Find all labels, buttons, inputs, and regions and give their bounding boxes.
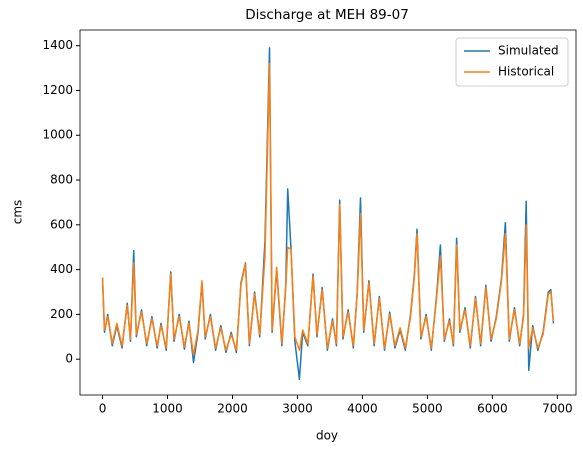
y-tick-label: 400: [50, 262, 73, 276]
x-tick-label: 4000: [347, 402, 378, 416]
line: [101, 47, 555, 381]
line: [101, 62, 555, 356]
legend-label: Historical: [498, 65, 554, 79]
x-tick-label: 1000: [152, 402, 183, 416]
y-tick-label: 1200: [42, 83, 73, 97]
y-tick-label: 1000: [42, 128, 73, 142]
y-tick-label: 200: [50, 307, 73, 321]
chart-title: Discharge at MEH 89-07: [245, 7, 409, 23]
x-tick-label: 6000: [477, 402, 508, 416]
y-tick-label: 600: [50, 217, 73, 231]
x-tick-label: 2000: [217, 402, 248, 416]
x-tick-label: 0: [99, 402, 107, 416]
y-tick-label: 1400: [42, 38, 73, 52]
x-tick-label: 3000: [282, 402, 313, 416]
y-axis-label: cms: [11, 200, 25, 225]
plot-frame: [79, 29, 577, 396]
x-tick-label: 7000: [542, 402, 573, 416]
y-tick-label: 0: [65, 352, 73, 366]
legend-box: [455, 37, 569, 87]
legend-label: Simulated: [498, 44, 559, 58]
y-tick-label: 800: [50, 173, 73, 187]
x-axis-label: doy: [316, 429, 338, 443]
x-tick-label: 5000: [412, 402, 443, 416]
